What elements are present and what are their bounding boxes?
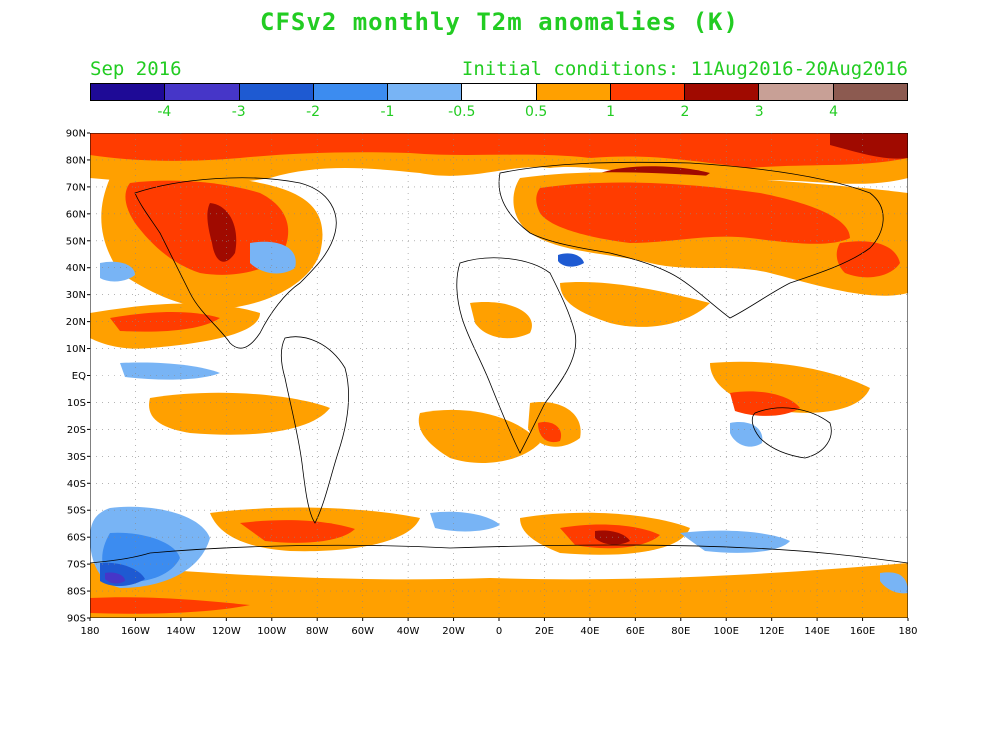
latitude-label: 20N (66, 317, 86, 328)
color-scale-label: 3 (754, 104, 764, 120)
latitude-label: 20S (67, 425, 86, 436)
latitude-label: 70S (67, 560, 86, 571)
longitude-label: 80E (671, 626, 690, 637)
map-title: CFSv2 monthly T2m anomalies (K) (260, 8, 739, 36)
latitude-label: 60S (67, 533, 86, 544)
longitude-label: 20E (535, 626, 554, 637)
longitude-label: 100E (714, 626, 739, 637)
longitude-label: 40W (397, 626, 420, 637)
color-scale-swatch (536, 84, 611, 100)
color-scale-label: 4 (829, 104, 839, 120)
color-scale-bar (90, 83, 908, 101)
color-scale-swatch (610, 84, 686, 100)
color-scale-label: 0.5 (525, 104, 548, 120)
latitude-label: 40S (67, 479, 86, 490)
coastlines (90, 161, 908, 564)
latitude-label: 80S (67, 587, 86, 598)
latitude-label: 90N (66, 129, 86, 140)
color-scale-label: -3 (231, 104, 246, 120)
longitude-label: 180 (80, 626, 99, 637)
longitude-label: 120E (759, 626, 784, 637)
longitude-label: 60W (351, 626, 374, 637)
longitude-label: 120W (212, 626, 241, 637)
color-scale-label: -4 (157, 104, 172, 120)
latitude-label: 70N (66, 182, 86, 193)
latitude-label: 30S (67, 452, 86, 463)
latitude-label: EQ (72, 371, 86, 382)
color-scale-label: -2 (306, 104, 321, 120)
color-scale-swatch (759, 84, 834, 100)
longitude-label: 180 (898, 626, 917, 637)
longitude-label: 160E (850, 626, 875, 637)
color-scale-swatch (833, 84, 907, 100)
longitude-label: 0 (496, 626, 502, 637)
latitude-label: 90S (67, 614, 86, 625)
latitude-label: 30N (66, 290, 86, 301)
color-scale-label: -0.5 (448, 104, 476, 120)
anomaly-map (90, 133, 908, 618)
longitude-label: 40E (580, 626, 599, 637)
longitude-label: 60E (626, 626, 645, 637)
color-scale-swatch (685, 84, 760, 100)
latitude-label: 50S (67, 506, 86, 517)
color-scale-swatch (313, 84, 389, 100)
longitude-label: 140W (166, 626, 195, 637)
longitude-label: 140E (804, 626, 829, 637)
color-scale-swatch (462, 84, 537, 100)
color-scale-swatch (239, 84, 314, 100)
longitude-label: 100W (257, 626, 286, 637)
color-scale-swatch (388, 84, 463, 100)
latitude-label: 60N (66, 209, 86, 220)
color-scale-swatch (91, 84, 166, 100)
color-scale-label: 1 (606, 104, 615, 120)
latitude-label: 10S (67, 398, 86, 409)
latitude-label: 10N (66, 344, 86, 355)
anomaly-fields (90, 133, 908, 618)
graticule (90, 133, 908, 618)
latitude-label: 80N (66, 155, 86, 166)
color-scale-labels: -4 -3 -2 -1 -0.5 0.5 1 2 3 4 (90, 104, 908, 120)
longitude-label: 160W (121, 626, 150, 637)
initial-conditions: Initial conditions: 11Aug2016-20Aug2016 (461, 58, 908, 80)
latitude-label: 40N (66, 263, 86, 274)
color-scale-label: 2 (680, 104, 690, 120)
color-scale-label: -1 (380, 104, 395, 120)
latitude-label: 50N (66, 236, 86, 247)
color-scale-swatch (165, 84, 240, 100)
valid-month: Sep 2016 (90, 58, 182, 80)
longitude-label: 20W (442, 626, 465, 637)
longitude-label: 80W (306, 626, 329, 637)
